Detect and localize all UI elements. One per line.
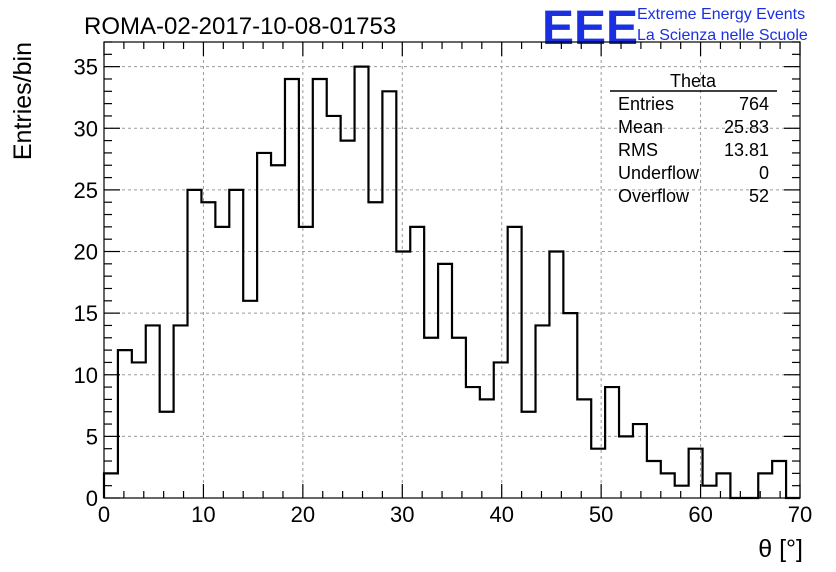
chart-title: ROMA-02-2017-10-08-01753	[84, 13, 396, 40]
histogram-bin	[522, 412, 536, 498]
stats-box-title: Theta	[670, 71, 717, 91]
histogram-bin	[396, 252, 410, 498]
stats-value: 764	[739, 94, 769, 114]
x-axis-label: θ [°]	[758, 535, 803, 563]
histogram-bin	[382, 91, 396, 498]
histogram-bin	[327, 116, 341, 498]
y-tick-label: 35	[74, 55, 98, 80]
x-tick-label: 30	[390, 502, 414, 527]
histogram-bin	[132, 362, 146, 498]
histogram-bin	[229, 190, 243, 498]
histogram-bin	[271, 165, 285, 498]
histogram-bin	[146, 325, 160, 498]
y-tick-label: 10	[74, 363, 98, 388]
histogram-bin	[716, 473, 730, 498]
histogram-bin	[675, 486, 689, 498]
histogram-bin	[257, 153, 271, 498]
histogram-bin	[188, 190, 202, 498]
x-tick-label: 50	[589, 502, 613, 527]
y-tick-label: 25	[74, 178, 98, 203]
x-tick-label: 40	[489, 502, 513, 527]
stats-box-rows: Entries 764 Mean 25.83 RMS 13.81 Underflow 0 Ove…	[618, 94, 769, 206]
histogram-bin	[243, 301, 257, 498]
histogram-bin	[410, 227, 424, 498]
histogram-bin	[118, 350, 132, 498]
histogram-bin	[633, 424, 647, 498]
x-tick-labels: 0 10 20 30 40 50 60 70	[98, 502, 812, 527]
histogram-bin	[605, 387, 619, 498]
plot-frame	[103, 41, 801, 499]
histogram-bin	[341, 141, 355, 498]
histogram-bin	[480, 399, 494, 498]
histogram-bin	[536, 325, 550, 498]
histogram-bin	[494, 362, 508, 498]
histogram-bin	[577, 399, 591, 498]
stats-value: 25.83	[724, 117, 769, 137]
y-tick-label: 30	[74, 116, 98, 141]
y-axis-label: Entries/bin	[9, 42, 37, 160]
stats-box: Theta Entries 764 Mean 25.83 RMS 13.81 Underfl…	[610, 71, 777, 206]
histogram-bin	[424, 338, 438, 498]
histogram-bin	[201, 202, 215, 498]
stats-label: Entries	[618, 94, 674, 114]
logo-line-2: La Scienza nelle Scuole	[637, 27, 808, 44]
y-tick-label: 20	[74, 240, 98, 265]
y-tick-label: 5	[86, 424, 98, 449]
histogram-bin	[661, 473, 675, 498]
histogram-bin	[299, 227, 313, 498]
y-tick-label: 15	[74, 301, 98, 326]
histogram-bin	[313, 79, 327, 498]
histogram-bin	[563, 313, 577, 498]
histogram-bin	[160, 412, 174, 498]
histogram-bin	[466, 387, 480, 498]
logo-line-1: Extreme Energy Events	[637, 6, 805, 23]
histogram-bin	[703, 486, 717, 498]
histogram-bin	[549, 252, 563, 498]
histogram-bin	[215, 227, 229, 498]
histogram-bin	[619, 436, 633, 498]
y-tick-label: 0	[86, 486, 98, 511]
x-tick-label: 20	[291, 502, 315, 527]
x-tick-label: 70	[788, 502, 812, 527]
logo-eee: EEE	[542, 2, 638, 55]
histogram-outline	[102, 65, 800, 500]
histogram-bin	[591, 449, 605, 498]
histogram-bin	[647, 461, 661, 498]
axis-ticks	[103, 41, 801, 499]
histogram-bin	[174, 325, 188, 498]
histogram-bin	[772, 461, 786, 498]
histogram-bin	[285, 79, 299, 498]
stats-value: 13.81	[724, 140, 769, 160]
histogram-bin	[438, 264, 452, 498]
histogram-bin	[355, 67, 369, 498]
stats-label: Underflow	[618, 163, 700, 183]
stats-value: 0	[759, 163, 769, 183]
histogram-bin	[452, 338, 466, 498]
stats-label: RMS	[618, 140, 658, 160]
grid-lines	[104, 42, 800, 498]
x-tick-label: 10	[191, 502, 215, 527]
logo: EEE Extreme Energy Events La Scienza nel…	[542, 2, 808, 55]
stats-value: 52	[749, 186, 769, 206]
stats-label: Mean	[618, 117, 663, 137]
stats-label: Overflow	[618, 186, 690, 206]
x-tick-label: 60	[688, 502, 712, 527]
y-tick-labels: 0 5 10 15 20 25 30 35	[74, 55, 98, 511]
x-tick-label: 0	[98, 502, 110, 527]
histogram-bin	[508, 227, 522, 498]
histogram-bin	[368, 202, 382, 498]
